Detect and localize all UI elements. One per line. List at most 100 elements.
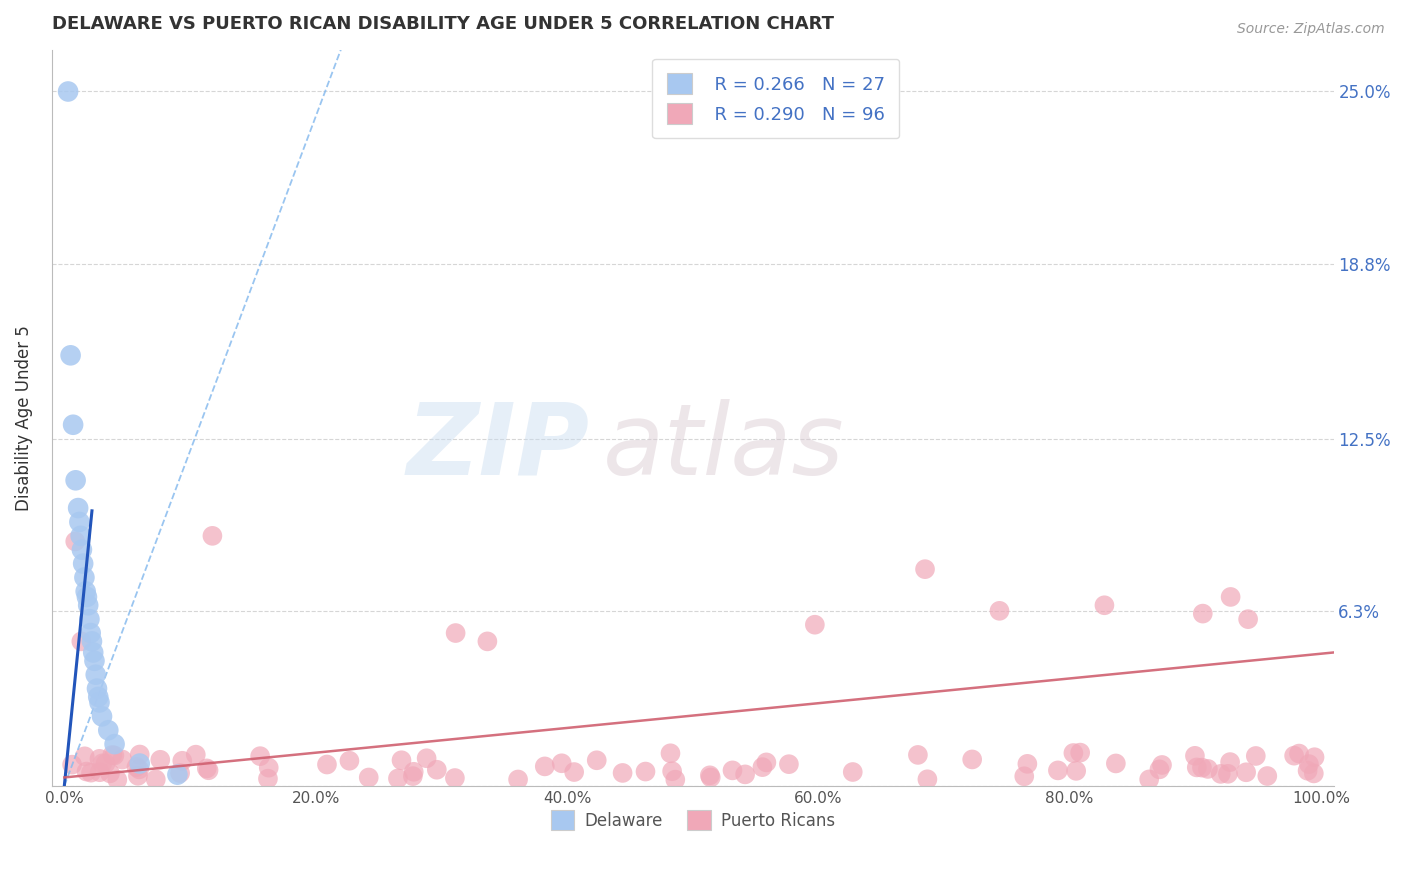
Point (914, 562, 936, 576)
Point (1219, 590, 1241, 604)
Point (1185, 760, 1208, 774)
Point (387, 772, 409, 786)
Point (128, 763, 150, 777)
Point (907, 747, 929, 762)
Point (1244, 749, 1267, 764)
Point (661, 764, 683, 779)
Point (91, 756, 114, 771)
Point (79, 612, 101, 626)
Point (1062, 746, 1084, 760)
Point (1012, 769, 1035, 783)
Point (444, 771, 467, 785)
Point (415, 751, 437, 765)
Point (357, 771, 380, 785)
Text: atlas: atlas (603, 399, 845, 496)
Point (1197, 762, 1219, 776)
Point (751, 760, 773, 774)
Point (76, 590, 98, 604)
Point (1219, 755, 1241, 769)
Point (659, 746, 682, 760)
Point (62, 417, 84, 432)
Point (1105, 756, 1128, 771)
Point (1094, 599, 1116, 613)
Point (1017, 756, 1039, 771)
Point (84, 667, 107, 681)
Point (1288, 747, 1310, 761)
Text: ZIP: ZIP (408, 399, 591, 496)
Point (83, 654, 105, 668)
Y-axis label: Disability Age Under 5: Disability Age Under 5 (15, 325, 32, 511)
Point (551, 756, 574, 771)
Point (1298, 757, 1320, 772)
Text: DELAWARE VS PUERTO RICAN DISABILITY AGE UNDER 5 CORRELATION CHART: DELAWARE VS PUERTO RICAN DISABILITY AGE … (52, 15, 834, 33)
Point (91, 709, 114, 723)
Point (67, 501, 90, 516)
Point (917, 772, 939, 787)
Point (69, 529, 91, 543)
Point (197, 764, 219, 778)
Point (87, 690, 110, 704)
Point (125, 760, 148, 774)
Point (65, 534, 87, 549)
Point (721, 764, 744, 778)
Point (444, 626, 467, 640)
Point (612, 766, 634, 780)
Point (1149, 763, 1171, 777)
Point (257, 772, 280, 786)
Point (76, 764, 98, 779)
Point (101, 747, 124, 762)
Point (70, 634, 93, 648)
Point (89, 696, 111, 710)
Point (1069, 746, 1091, 760)
Point (1191, 607, 1213, 621)
Point (664, 772, 686, 787)
Point (89, 752, 111, 766)
Point (195, 761, 218, 775)
Point (72, 557, 94, 571)
Point (249, 749, 271, 764)
Point (755, 756, 778, 770)
Point (149, 753, 172, 767)
Point (562, 765, 585, 780)
Point (77, 599, 100, 613)
Point (1191, 761, 1213, 775)
Point (56, 85, 79, 99)
Point (73, 749, 96, 764)
Point (391, 753, 413, 767)
Point (80, 626, 103, 640)
Point (184, 747, 207, 762)
Point (169, 766, 191, 780)
Point (59, 348, 82, 362)
Point (533, 759, 555, 773)
Point (145, 772, 167, 787)
Point (172, 754, 194, 768)
Point (75, 584, 97, 599)
Point (699, 768, 721, 782)
Point (94, 756, 117, 771)
Point (1150, 758, 1173, 772)
Point (634, 764, 657, 779)
Point (1282, 748, 1305, 763)
Point (111, 752, 134, 766)
Point (778, 757, 800, 772)
Point (89, 765, 111, 780)
Point (1046, 764, 1069, 778)
Point (1184, 748, 1206, 763)
Point (1209, 767, 1232, 781)
Point (103, 737, 125, 751)
Point (128, 756, 150, 771)
Point (506, 772, 529, 787)
Point (97, 723, 120, 738)
Point (1234, 765, 1257, 780)
Point (1302, 766, 1324, 780)
Point (127, 769, 149, 783)
Point (73, 570, 96, 584)
Point (105, 772, 128, 787)
Point (316, 757, 339, 772)
Point (98, 766, 121, 780)
Point (804, 617, 827, 632)
Point (734, 767, 756, 781)
Point (166, 767, 188, 781)
Point (960, 752, 983, 766)
Point (82, 645, 104, 659)
